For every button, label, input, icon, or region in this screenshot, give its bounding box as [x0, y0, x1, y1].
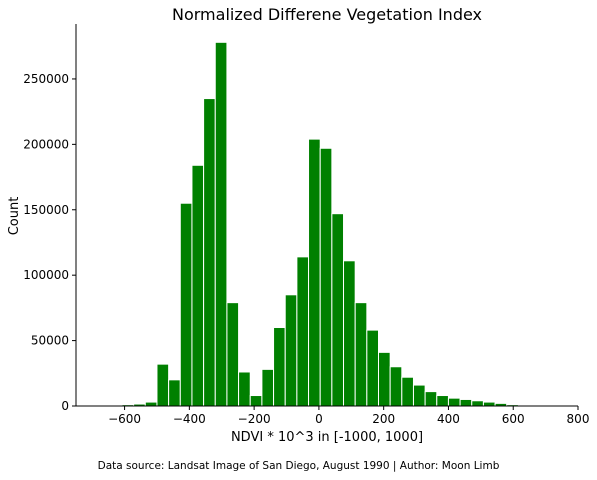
histogram-bar [448, 398, 460, 406]
x-tick-label: 800 [567, 412, 590, 426]
histogram-bar [169, 380, 181, 406]
x-tick-label: 400 [437, 412, 460, 426]
y-tick-label: 50000 [31, 334, 69, 348]
y-tick-label: 150000 [23, 203, 69, 217]
x-tick-label: 0 [315, 412, 323, 426]
histogram-bar [367, 330, 379, 406]
histogram-bar [379, 352, 391, 406]
y-tick-label: 100000 [23, 268, 69, 282]
x-tick-label: −400 [173, 412, 206, 426]
histogram-bar [239, 372, 251, 406]
x-tick-label: 200 [372, 412, 395, 426]
histogram-bar [483, 402, 495, 406]
x-axis-label: NDVI * 10^3 in [-1000, 1000] [231, 430, 423, 445]
histogram-bar [402, 377, 414, 406]
histogram-bar [320, 148, 332, 406]
histogram-bar [472, 401, 484, 406]
histogram-bar [262, 369, 274, 406]
histogram-bar [437, 396, 449, 406]
y-axis-label: Count [7, 197, 22, 236]
histogram-bar [332, 214, 344, 406]
histogram-chart: Normalized Differene Vegetation Index −6… [0, 0, 597, 450]
histogram-bar [460, 399, 472, 406]
histogram-bar [215, 42, 227, 406]
x-tick-label: −200 [238, 412, 271, 426]
y-tick-label: 200000 [23, 137, 69, 151]
y-tick-label: 250000 [23, 72, 69, 86]
histogram-bar [355, 303, 367, 406]
histogram-bar [250, 396, 262, 406]
histogram-bar [274, 328, 286, 406]
histogram-bar [180, 203, 192, 406]
histogram-bar [297, 257, 309, 406]
histogram-bar [285, 295, 297, 406]
histogram-bar [192, 165, 204, 406]
x-tick-label: −600 [108, 412, 141, 426]
histogram-bar [227, 303, 239, 406]
histogram-bar [204, 99, 216, 406]
histogram-bar [157, 364, 169, 406]
chart-title: Normalized Differene Vegetation Index [172, 5, 482, 24]
histogram-bar [413, 385, 425, 406]
data-source-note: Data source: Landsat Image of San Diego,… [0, 460, 597, 472]
histogram-bars [122, 42, 518, 406]
histogram-bar [309, 139, 321, 406]
x-tick-label: 600 [502, 412, 525, 426]
histogram-bar [390, 367, 402, 406]
y-tick-label: 0 [61, 399, 69, 413]
histogram-bar [425, 392, 437, 406]
histogram-bar [145, 402, 157, 406]
histogram-bar [344, 261, 356, 406]
